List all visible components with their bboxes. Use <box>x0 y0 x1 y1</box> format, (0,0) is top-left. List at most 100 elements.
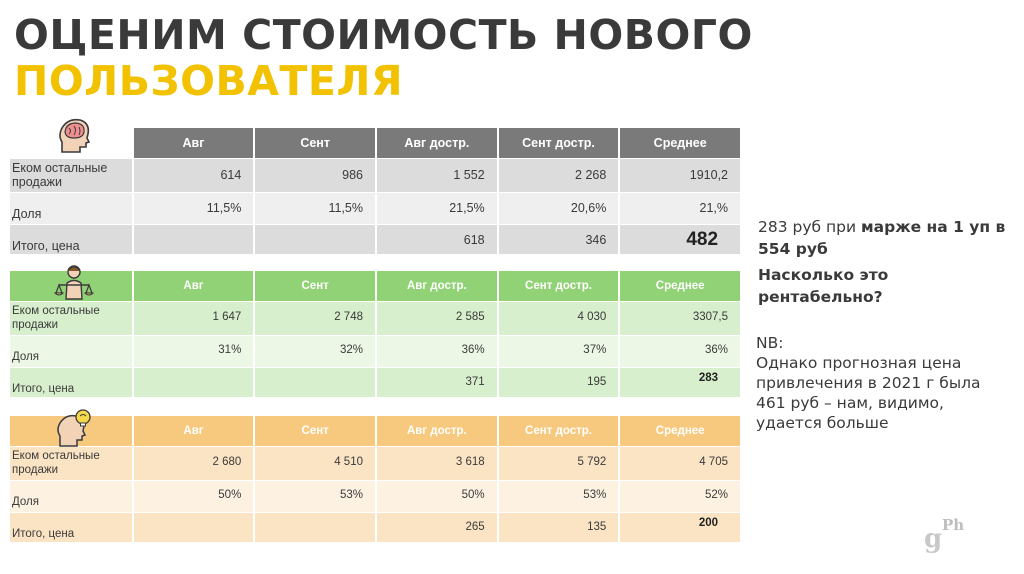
header-aug-adj: Авг достр. <box>377 416 497 446</box>
cell: 21,5% <box>376 193 497 224</box>
margin-text: 283 руб при <box>758 218 861 236</box>
header-sep: Сент <box>255 128 375 158</box>
slide-title: ОЦЕНИМ СТОИМОСТЬ НОВОГО ПОЛЬЗОВАТЕЛЯ <box>14 12 753 104</box>
header-aug-adj: Авг достр. <box>377 271 497 301</box>
row-label: Еком остальные продажи <box>10 447 132 480</box>
cell: 4 705 <box>620 447 740 480</box>
row-label: Доля <box>10 193 132 224</box>
table-row: Итого, цена 265 135 200 <box>10 513 741 542</box>
header-icon-cell <box>10 409 132 447</box>
header-aug: Авг <box>133 128 254 158</box>
cell <box>255 225 375 254</box>
cost-table-green: Авг Сент Авг достр. Сент достр. Среднее … <box>10 265 741 397</box>
cell: 2 585 <box>376 302 497 335</box>
table-row: Еком остальные продажи 2 680 4 510 3 618… <box>10 447 740 480</box>
cell: 614 <box>133 159 254 192</box>
table-header: Авг Сент Авг достр. Сент достр. Среднее <box>10 265 741 301</box>
idea-head-icon <box>57 409 91 447</box>
cell: 11,5% <box>133 193 254 224</box>
row-label: Еком остальные продажи <box>10 302 132 335</box>
cell: 1910,2 <box>620 159 740 192</box>
header-sep: Сент <box>255 271 375 301</box>
cell: 50% <box>376 481 497 512</box>
header-sep: Сент <box>255 416 375 446</box>
cell: 135 <box>498 513 619 542</box>
justice-scales-person-icon <box>54 265 94 300</box>
table-row: Еком остальные продажи 614 986 1 552 2 2… <box>10 159 740 192</box>
total-average-value: 482 <box>620 225 741 254</box>
header-sep-adj: Сент достр. <box>498 128 619 158</box>
cell <box>255 368 375 397</box>
table-header: Авг Сент Авг достр. Сент достр. Среднее <box>10 409 741 447</box>
cell: 53% <box>255 481 375 512</box>
row-label: Итого, цена <box>10 513 132 542</box>
cell: 36% <box>620 336 740 367</box>
cell: 50% <box>133 481 254 512</box>
margin-statement: 283 руб при марже на 1 уп в 554 руб <box>758 216 1008 260</box>
cost-table-orange: Авг Сент Авг достр. Сент достр. Среднее … <box>10 409 741 542</box>
cell: 5 792 <box>498 447 619 480</box>
cell: 618 <box>376 225 497 254</box>
cell: 31% <box>133 336 254 367</box>
logo-main: g <box>924 524 943 554</box>
header-aug-adj: Авг достр. <box>377 128 497 158</box>
cell: 53% <box>498 481 619 512</box>
title-line-1: ОЦЕНИМ СТОИМОСТЬ НОВОГО <box>14 11 753 59</box>
header-average: Среднее <box>620 128 741 158</box>
margin-text-bold: марже на 1 уп в 554 руб <box>758 218 1006 258</box>
cell: 4 510 <box>255 447 375 480</box>
cell <box>255 513 375 542</box>
cell: 2 680 <box>133 447 254 480</box>
cell: 1 647 <box>133 302 254 335</box>
cell: 986 <box>255 159 375 192</box>
cell <box>133 225 254 254</box>
logo-sup: Ph <box>942 516 965 534</box>
row-label: Итого, цена <box>10 225 132 254</box>
cost-table-gray: Авг Сент Авг достр. Сент достр. Среднее … <box>10 118 741 254</box>
cell: 32% <box>255 336 375 367</box>
header-sep-adj: Сент достр. <box>498 416 619 446</box>
profitability-question: Насколько это рентабельно? <box>758 266 889 306</box>
header-average: Среднее <box>620 271 741 301</box>
cell: 21,% <box>620 193 740 224</box>
cell: 3307,5 <box>620 302 740 335</box>
company-logo: g Ph <box>924 516 964 554</box>
header-icon-cell <box>10 118 132 158</box>
cell: 2 268 <box>498 159 619 192</box>
row-label: Доля <box>10 336 132 367</box>
total-average-value: 200 <box>620 513 741 542</box>
cell: 36% <box>376 336 497 367</box>
row-label: Еком остальные продажи <box>10 159 132 192</box>
table-row: Итого, цена 618 346 482 <box>10 225 741 254</box>
table-row: Итого, цена 371 195 283 <box>10 368 741 397</box>
brain-head-icon <box>59 118 91 153</box>
cell: 346 <box>498 225 619 254</box>
nb-label: NB: <box>756 334 784 352</box>
nb-note: NB: Однако прогнозная цена привлечения в… <box>756 333 1011 433</box>
cell: 265 <box>376 513 497 542</box>
nb-text: Однако прогнозная цена привлечения в 202… <box>756 354 981 432</box>
row-label: Итого, цена <box>10 368 132 397</box>
cell: 3 618 <box>376 447 497 480</box>
cell: 52% <box>620 481 740 512</box>
header-aug: Авг <box>133 416 254 446</box>
cell: 2 748 <box>255 302 375 335</box>
table-row: Доля 50% 53% 50% 53% 52% <box>10 481 740 512</box>
margin-note: 283 руб при марже на 1 уп в 554 руб Наск… <box>758 216 1008 308</box>
table-row: Доля 11,5% 11,5% 21,5% 20,6% 21,% <box>10 193 740 224</box>
cell: 371 <box>376 368 497 397</box>
cell <box>133 513 254 542</box>
cell: 1 552 <box>376 159 497 192</box>
title-line-2: ПОЛЬЗОВАТЕЛЯ <box>14 57 404 105</box>
table-row: Еком остальные продажи 1 647 2 748 2 585… <box>10 302 740 335</box>
cell: 195 <box>498 368 619 397</box>
header-sep-adj: Сент достр. <box>498 271 619 301</box>
cell: 11,5% <box>255 193 375 224</box>
header-average: Среднее <box>620 416 741 446</box>
table-header: Авг Сент Авг достр. Сент достр. Среднее <box>10 118 741 158</box>
cell: 20,6% <box>498 193 619 224</box>
header-icon-cell <box>10 265 132 301</box>
cell: 37% <box>498 336 619 367</box>
table-row: Доля 31% 32% 36% 37% 36% <box>10 336 740 367</box>
total-average-value: 283 <box>620 368 741 397</box>
